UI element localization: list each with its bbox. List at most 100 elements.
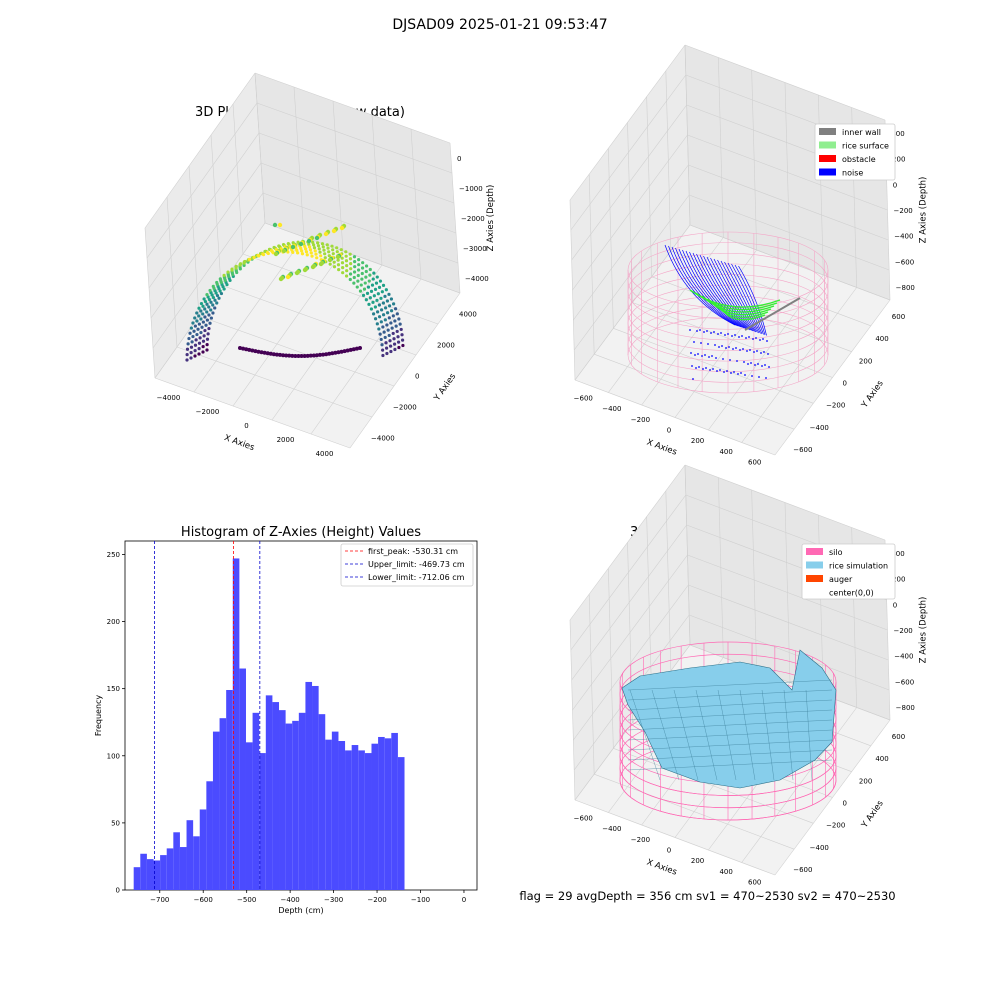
raw-z-tick-label: −3000 <box>463 245 487 253</box>
raw-data-point <box>357 258 361 262</box>
noise-point <box>702 368 704 370</box>
raw-data-point <box>375 298 379 302</box>
y-tick-label: 250 <box>107 551 120 559</box>
raw-data-point <box>377 327 381 331</box>
raw-data-point <box>202 334 206 338</box>
simulation-z-tick-label: −800 <box>896 704 915 712</box>
raw-gridline <box>310 278 422 435</box>
noise-point <box>736 360 738 362</box>
histogram-bar <box>318 714 326 890</box>
raw-data-point <box>374 281 379 285</box>
raw-data-point <box>364 298 368 302</box>
noise-streak <box>720 260 760 334</box>
raw-gridline <box>193 236 305 393</box>
raw-data-point <box>373 287 378 291</box>
raw-data-point <box>265 351 270 356</box>
noise-point <box>764 364 766 366</box>
raw-data-point <box>332 265 337 269</box>
legend-label: silo <box>829 548 843 557</box>
raw-gridline <box>144 227 156 379</box>
raw-data-point <box>209 308 213 312</box>
y-tick-label: 150 <box>107 685 120 693</box>
raw-x-tick-label: 0 <box>244 422 248 430</box>
rice-mesh-line <box>761 689 775 781</box>
raw-data-point <box>341 271 345 275</box>
simulation-y-tick-label: −200 <box>826 822 845 830</box>
classify-gridline <box>570 74 687 231</box>
y-tick-label: 200 <box>107 618 120 626</box>
raw-data-point <box>319 254 323 258</box>
raw-data-point <box>340 256 344 260</box>
raw-data-point <box>391 302 396 306</box>
classify-legend: inner wall rice surface obstacle noise <box>814 123 896 181</box>
noise-point <box>747 363 749 365</box>
histogram-bar <box>206 781 213 890</box>
raw-data-point <box>331 248 335 252</box>
raw-data-point <box>308 245 312 249</box>
raw-data-point <box>205 318 209 322</box>
raw-data-point <box>294 270 300 276</box>
rice-mesh-line <box>783 689 794 781</box>
raw-y-tick-label: 2000 <box>437 342 455 350</box>
noise-streak <box>678 248 742 328</box>
noise-point <box>690 352 692 354</box>
raw-data-point <box>339 349 344 354</box>
histogram-y-label: Frequency <box>94 695 103 737</box>
raw-data-point <box>230 267 234 271</box>
histogram-bar <box>364 753 372 890</box>
raw-data-point <box>316 241 320 245</box>
raw-data-point <box>277 222 283 228</box>
raw-data-point <box>307 242 311 246</box>
raw-data-point <box>218 277 222 281</box>
raw-data-point <box>226 270 230 274</box>
raw-data-point <box>328 262 332 266</box>
classify-z-tick-label: 400 <box>891 130 904 138</box>
raw-z-tick-label: −2000 <box>461 215 485 223</box>
raw-data-point <box>213 306 217 310</box>
classify-z-tick-label: 0 <box>893 181 897 189</box>
raw-data-point <box>311 353 316 358</box>
y-tick-label: 100 <box>107 752 120 760</box>
classify-y-tick-label: −200 <box>826 402 845 410</box>
noise-point <box>710 332 712 334</box>
raw-data-point <box>217 296 221 300</box>
legend-label: Lower_limit: -712.06 cm <box>368 573 465 582</box>
simulation-y-tick-label: 0 <box>843 800 847 808</box>
raw-data-point <box>353 265 357 269</box>
noise-streak <box>727 262 763 335</box>
raw-data-point <box>323 231 329 237</box>
x-tick-label: −700 <box>150 896 169 904</box>
raw-data-point <box>314 235 320 241</box>
x-tick-label: −400 <box>281 896 300 904</box>
raw-data-point <box>214 291 218 295</box>
histogram-bar <box>153 860 161 890</box>
histogram-bar <box>325 739 332 890</box>
raw-data-point <box>348 252 352 256</box>
raw-data-point <box>197 306 201 310</box>
raw-gridline <box>220 284 417 356</box>
raw-data-point <box>188 331 192 335</box>
raw-data-point <box>380 343 384 347</box>
histogram-bar <box>272 702 280 890</box>
raw-data-point <box>304 247 308 251</box>
raw-data-point <box>375 275 379 279</box>
raw-data-point <box>190 340 194 344</box>
legend-swatch <box>806 575 823 582</box>
noise-point <box>762 338 764 340</box>
x-tick-label: −100 <box>411 896 430 904</box>
noise-point <box>719 369 721 371</box>
rice-surface-arc <box>707 298 772 316</box>
raw-data-point <box>273 251 279 257</box>
raw-data-point <box>344 259 349 263</box>
noise-point <box>750 362 752 364</box>
raw-gridline <box>150 162 262 319</box>
raw-data-point <box>380 348 385 352</box>
raw-data-point <box>395 329 399 334</box>
raw-data-point <box>364 269 368 274</box>
raw-data-point <box>215 301 219 305</box>
raw-data-point <box>388 344 393 348</box>
noise-point <box>723 371 725 373</box>
raw-data-point <box>207 326 211 331</box>
raw-data-point <box>389 297 393 301</box>
raw-data-point <box>383 294 387 298</box>
